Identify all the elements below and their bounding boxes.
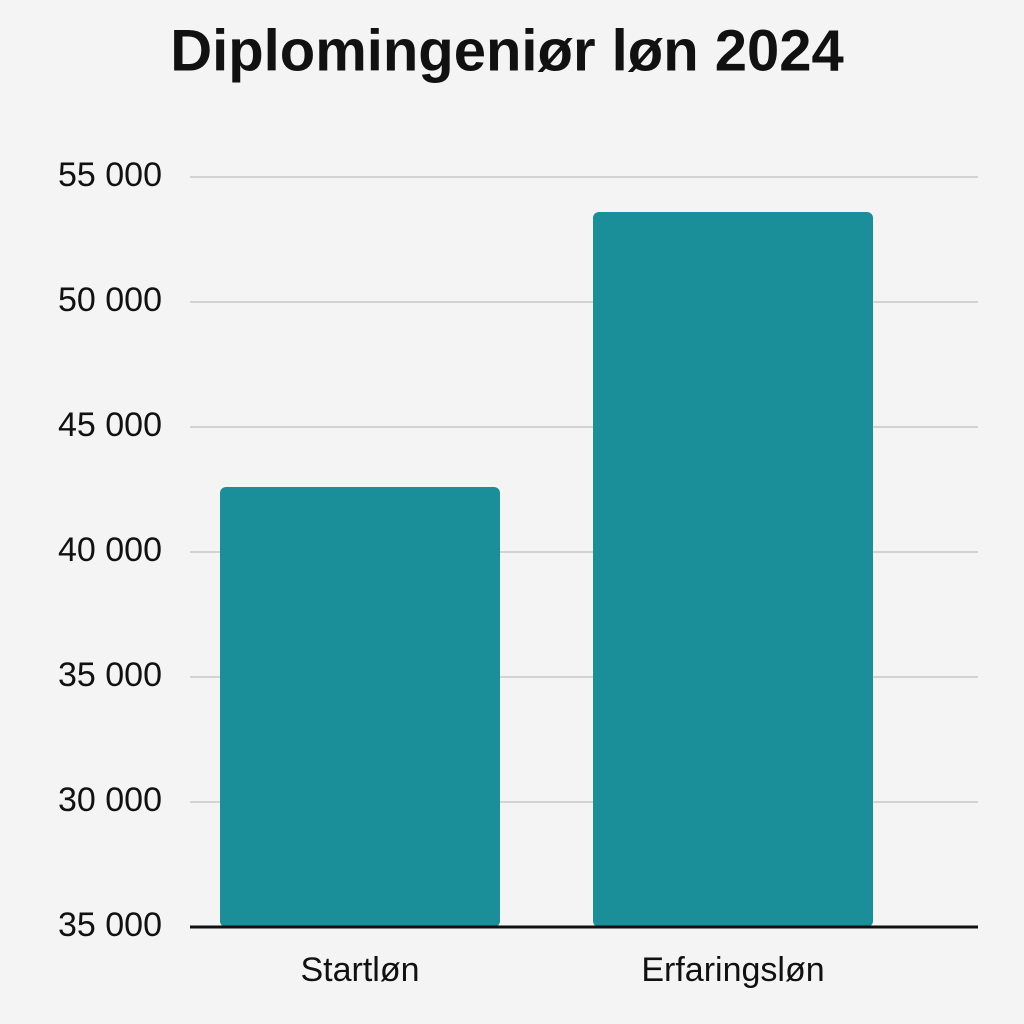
y-tick-label: 40 000: [58, 531, 162, 569]
x-tick-label: Startløn: [300, 951, 419, 989]
y-tick-label: 35 000: [58, 656, 162, 694]
bar: [220, 487, 500, 927]
y-tick-label: 30 000: [58, 781, 162, 819]
y-tick-label: 55 000: [58, 156, 162, 194]
x-tick-label: Erfaringsløn: [641, 951, 824, 989]
bar: [593, 212, 873, 927]
y-tick-label: 35 000: [58, 906, 162, 944]
y-tick-label: 45 000: [58, 406, 162, 444]
chart-title: Diplomingeniør løn 2024: [170, 18, 844, 83]
y-tick-label: 50 000: [58, 281, 162, 319]
